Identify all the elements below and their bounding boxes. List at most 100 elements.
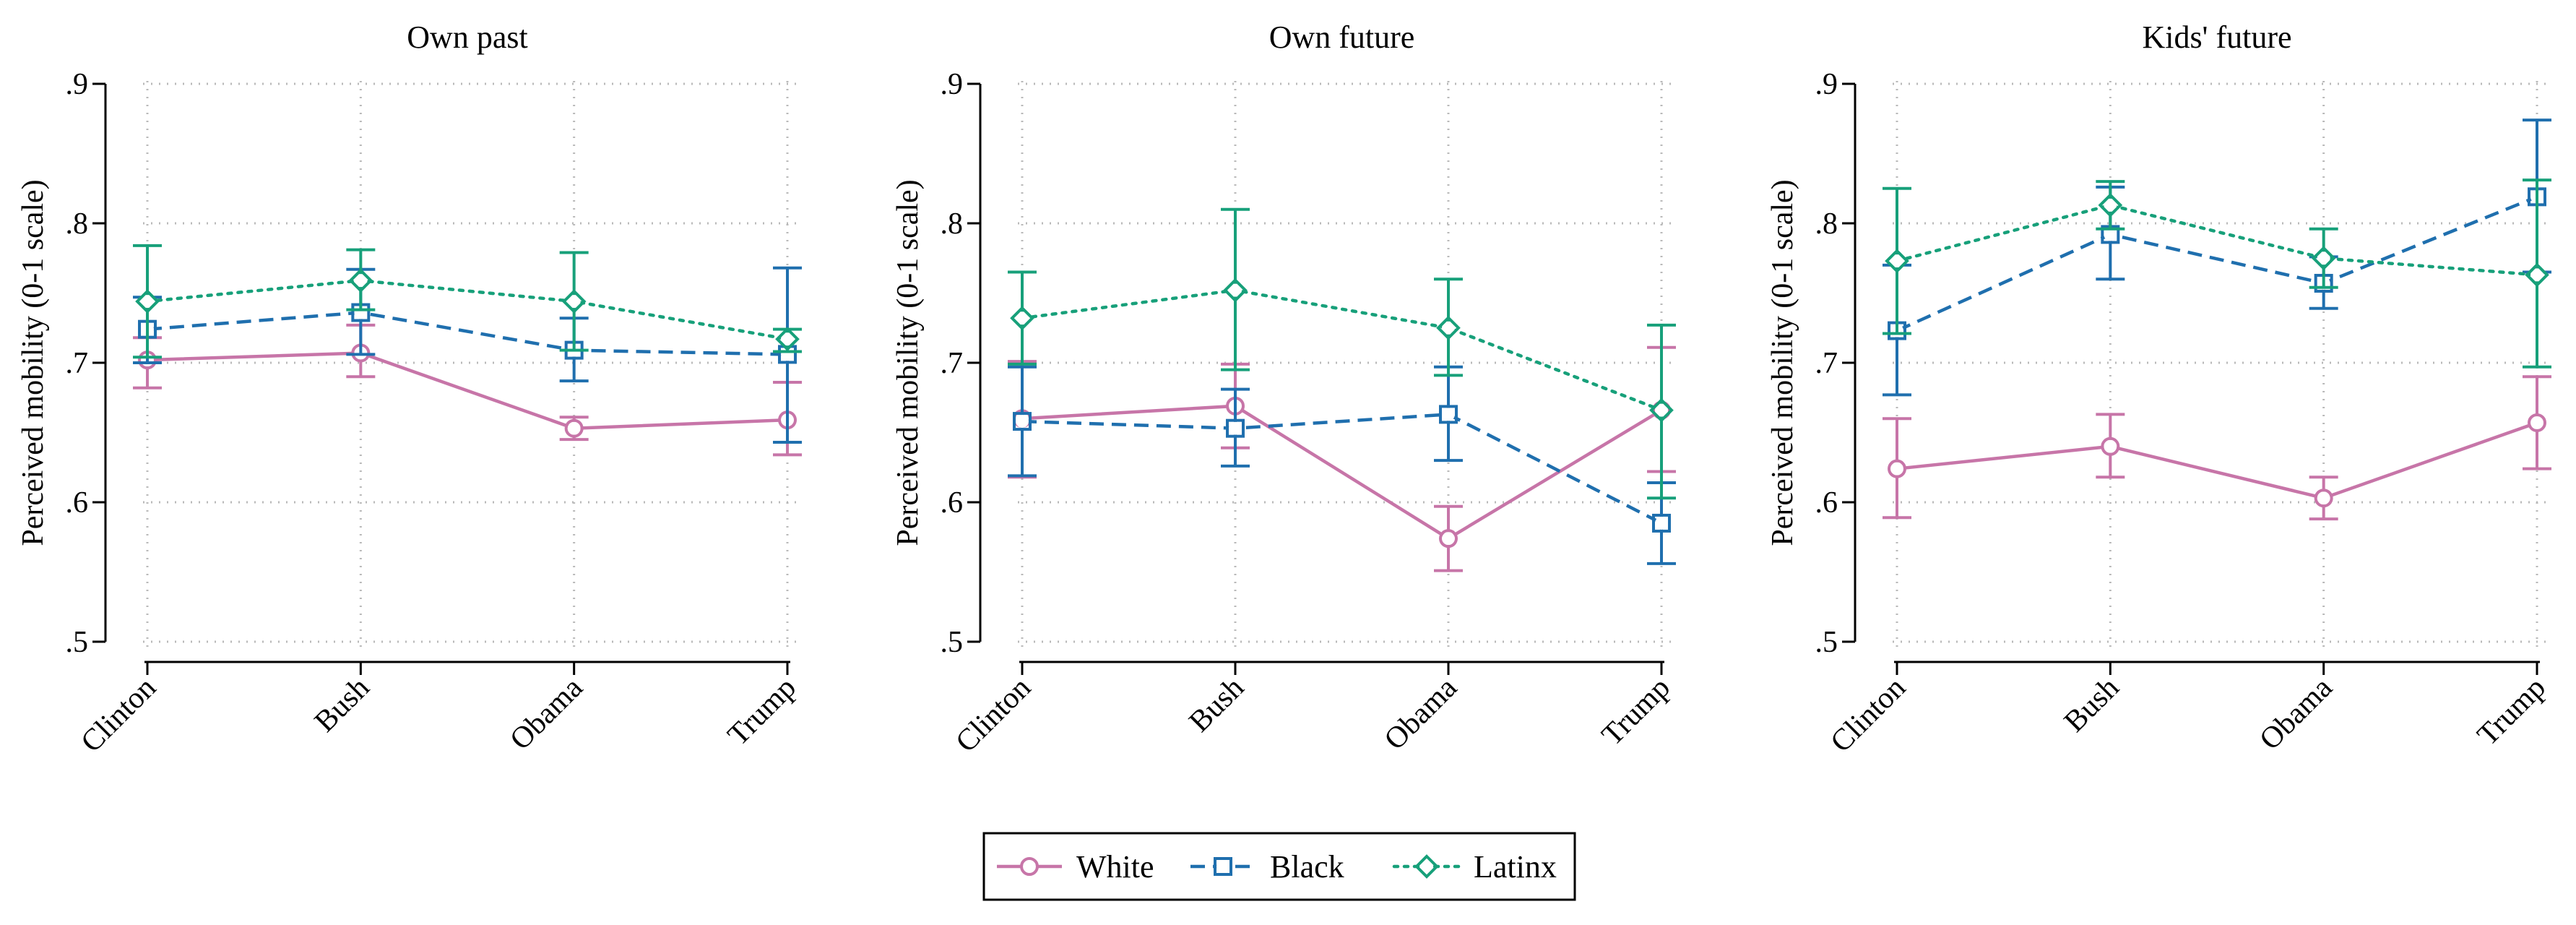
legend-item-black: Black [1190,849,1344,885]
legend-label-white: White [1076,849,1154,885]
marker-bg [2317,491,2330,505]
legend-item-latinx: Latinx [1392,849,1557,885]
x-tick-label-clinton: Clinton [1824,671,1912,760]
marker-bg [1442,321,1455,335]
x-tick-label-trump: Trump [2471,671,2552,752]
marker-bg [1229,283,1242,297]
panel-own-past: .5 .6 .7 .8 .9 Perceived mobility (0-1 scale)… [17,20,803,759]
point-latinx-trump-marker [775,327,800,352]
x-tick-label-trump: Trump [722,671,803,752]
point-latinx-bush-marker [348,268,373,293]
x-tick-label-trump: Trump [1596,671,1677,752]
marker-bg [1442,532,1455,546]
panel-kids-future: .5 .6 .7 .8 .9 Perceived mobility (0-1 scale)… [1766,20,2552,759]
x-tick-label-clinton: Clinton [74,671,163,760]
y-tick-label: .9 [941,68,964,101]
marker-bg [1442,408,1455,421]
x-tick-label-obama: Obama [1378,671,1464,757]
point-black-bush-marker [1226,418,1245,438]
point-latinx-clinton-marker [135,289,160,314]
marker-bg [1890,254,1903,268]
y-tick-label: .7 [1815,347,1838,380]
marker-bg [2530,268,2543,282]
marker-bg [2104,198,2117,212]
point-white-obama-marker [2314,489,2333,508]
legend-white-marker [1020,857,1039,876]
y-tick-label: .7 [941,347,964,380]
panel-title: Kids' future [2142,20,2291,55]
legend-box [982,832,1576,901]
marker-bg [141,295,154,309]
y-tick-label: .6 [1815,486,1838,520]
series-black [1008,365,1676,565]
series-white [1008,345,1676,572]
marker-bg [2317,251,2330,265]
point-white-obama-marker [1439,529,1458,548]
y-axis-label: Perceived mobility (0-1 scale) [1766,179,1799,546]
legend-marker-bg [1420,860,1433,873]
point-black-trump-marker [1652,513,1671,533]
marker-bg [354,274,368,288]
point-black-obama-marker [1439,405,1458,424]
point-white-bush-marker [2101,436,2120,456]
series-line-black [147,311,788,356]
x-tick-label-bush: Bush [308,671,376,739]
y-tick-label: .9 [66,68,89,101]
legend-black-marker [1214,857,1232,876]
y-tick-label: .5 [941,626,964,659]
marker-bg [2530,416,2543,429]
point-latinx-obama-marker [1436,315,1461,340]
legend-label-black: Black [1270,849,1344,885]
y-tick-label: .9 [1815,68,1838,101]
marker-bg [567,295,581,309]
legend-latinx-marker [1414,854,1439,879]
x-tick-label-bush: Bush [1183,671,1250,739]
panel-own-future: .5 .6 .7 .8 .9 Perceived mobility (0-1 scale)… [891,20,1677,759]
marker-bg [1890,462,1903,476]
y-axis-label: Perceived mobility (0-1 scale) [891,179,925,546]
marker-bg [2104,228,2117,241]
legend-marker-bg [1023,860,1036,873]
marker-bg [1655,516,1668,530]
y-tick-label: .8 [941,207,964,241]
y-tick-label: .7 [66,347,89,380]
legend-item-white: White [997,849,1154,885]
point-black-clinton-marker [1013,412,1032,431]
point-latinx-trump-marker [2525,262,2549,288]
x-tick-label-bush: Bush [2058,671,2126,739]
y-tick-label: .8 [66,207,89,241]
series-white [1883,375,2551,521]
marker-bg [1229,421,1242,435]
series-latinx [1008,207,1676,500]
marker-bg [1016,415,1029,429]
point-white-clinton-marker [1888,459,1906,478]
series-line-white [1896,421,2538,500]
series-black [133,266,802,444]
y-tick-label: .5 [66,626,89,659]
series-latinx [1883,178,2551,369]
series-line-white [147,351,788,430]
series-line-black [1896,195,2538,332]
y-tick-label: .6 [941,486,964,520]
y-tick-label: .8 [1815,207,1838,241]
marker-bg [2104,439,2117,453]
series-line-black [1021,413,1663,525]
point-latinx-clinton-marker [1010,306,1034,331]
x-tick-label-clinton: Clinton [949,671,1037,760]
point-white-obama-marker [564,418,584,438]
panel-title: Own past [407,20,527,55]
series-line-latinx [145,278,790,341]
point-latinx-obama-marker [561,289,587,314]
y-tick-label: .6 [66,486,89,520]
point-latinx-clinton-marker [1885,249,1909,273]
marker-bg [1655,403,1668,417]
point-latinx-trump-marker [1649,397,1674,423]
x-tick-label-obama: Obama [503,671,589,757]
legend: White Black Latinx [982,832,1576,901]
point-latinx-bush-marker [2098,193,2123,218]
legend-label-latinx: Latinx [1474,849,1557,885]
legend-marker-bg [1216,860,1229,873]
point-latinx-bush-marker [1223,278,1248,303]
